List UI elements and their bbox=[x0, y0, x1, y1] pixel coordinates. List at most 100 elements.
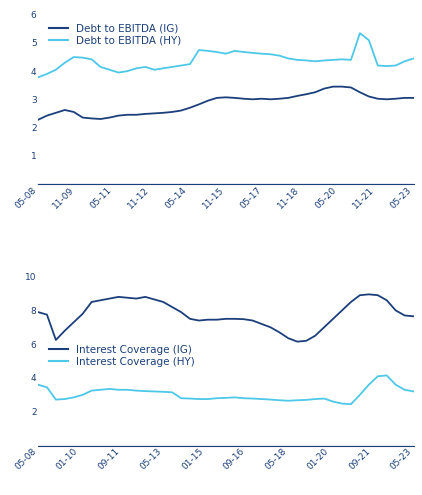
Interest Coverage (HY) bbox=[125, 387, 130, 393]
Legend: Debt to EBITDA (IG), Debt to EBITDA (HY): Debt to EBITDA (IG), Debt to EBITDA (HY) bbox=[47, 22, 184, 48]
Interest Coverage (IG) bbox=[35, 309, 41, 315]
Debt to EBITDA (IG) bbox=[268, 97, 273, 102]
Debt to EBITDA (IG) bbox=[366, 94, 371, 99]
Interest Coverage (IG) bbox=[295, 339, 300, 345]
Debt to EBITDA (IG) bbox=[116, 113, 121, 119]
Interest Coverage (IG) bbox=[214, 317, 219, 323]
Debt to EBITDA (IG) bbox=[134, 112, 139, 118]
Interest Coverage (HY) bbox=[402, 387, 407, 393]
Debt to EBITDA (IG) bbox=[89, 115, 94, 121]
Debt to EBITDA (IG) bbox=[151, 110, 157, 116]
Debt to EBITDA (HY) bbox=[107, 67, 112, 73]
Debt to EBITDA (HY) bbox=[241, 49, 246, 55]
Interest Coverage (HY) bbox=[71, 395, 76, 400]
Line: Interest Coverage (HY): Interest Coverage (HY) bbox=[38, 375, 414, 404]
Debt to EBITDA (HY) bbox=[125, 68, 130, 74]
Debt to EBITDA (IG) bbox=[107, 115, 112, 121]
Debt to EBITDA (HY) bbox=[304, 57, 309, 63]
Interest Coverage (IG) bbox=[375, 292, 380, 298]
Interest Coverage (HY) bbox=[134, 388, 139, 394]
Interest Coverage (HY) bbox=[223, 395, 228, 401]
Debt to EBITDA (IG) bbox=[277, 96, 282, 101]
Interest Coverage (HY) bbox=[214, 395, 219, 401]
Debt to EBITDA (HY) bbox=[116, 70, 121, 76]
Debt to EBITDA (HY) bbox=[375, 62, 380, 68]
Interest Coverage (IG) bbox=[402, 312, 407, 318]
Interest Coverage (HY) bbox=[268, 396, 273, 402]
Debt to EBITDA (IG) bbox=[98, 116, 103, 122]
Debt to EBITDA (IG) bbox=[170, 109, 175, 115]
Debt to EBITDA (IG) bbox=[402, 95, 407, 101]
Debt to EBITDA (HY) bbox=[402, 58, 407, 64]
Debt to EBITDA (IG) bbox=[206, 98, 211, 103]
Interest Coverage (HY) bbox=[349, 401, 354, 407]
Interest Coverage (HY) bbox=[62, 396, 68, 402]
Debt to EBITDA (HY) bbox=[134, 65, 139, 71]
Interest Coverage (HY) bbox=[339, 400, 344, 406]
Debt to EBITDA (HY) bbox=[196, 47, 201, 53]
Debt to EBITDA (IG) bbox=[330, 84, 335, 90]
Debt to EBITDA (IG) bbox=[322, 86, 327, 92]
Interest Coverage (HY) bbox=[179, 395, 184, 401]
Interest Coverage (HY) bbox=[89, 388, 94, 394]
Debt to EBITDA (HY) bbox=[393, 62, 398, 68]
Interest Coverage (IG) bbox=[196, 318, 201, 324]
Debt to EBITDA (IG) bbox=[187, 105, 192, 111]
Debt to EBITDA (IG) bbox=[71, 109, 76, 115]
Interest Coverage (IG) bbox=[206, 317, 211, 323]
Interest Coverage (IG) bbox=[366, 292, 371, 297]
Debt to EBITDA (IG) bbox=[179, 107, 184, 113]
Debt to EBITDA (IG) bbox=[384, 97, 389, 102]
Debt to EBITDA (HY) bbox=[286, 55, 291, 61]
Debt to EBITDA (IG) bbox=[286, 95, 291, 101]
Interest Coverage (IG) bbox=[179, 309, 184, 315]
Debt to EBITDA (IG) bbox=[375, 96, 380, 101]
Debt to EBITDA (HY) bbox=[143, 64, 148, 70]
Interest Coverage (HY) bbox=[277, 397, 282, 403]
Debt to EBITDA (IG) bbox=[339, 84, 344, 90]
Interest Coverage (IG) bbox=[339, 307, 344, 313]
Debt to EBITDA (HY) bbox=[151, 67, 157, 73]
Debt to EBITDA (HY) bbox=[322, 57, 327, 63]
Interest Coverage (IG) bbox=[89, 299, 94, 305]
Interest Coverage (HY) bbox=[116, 387, 121, 393]
Debt to EBITDA (IG) bbox=[161, 110, 166, 116]
Interest Coverage (HY) bbox=[151, 389, 157, 395]
Interest Coverage (IG) bbox=[277, 329, 282, 335]
Interest Coverage (HY) bbox=[286, 398, 291, 404]
Debt to EBITDA (IG) bbox=[259, 96, 264, 101]
Interest Coverage (IG) bbox=[286, 335, 291, 341]
Debt to EBITDA (IG) bbox=[80, 115, 85, 121]
Line: Debt to EBITDA (IG): Debt to EBITDA (IG) bbox=[38, 87, 414, 120]
Interest Coverage (HY) bbox=[330, 398, 335, 404]
Interest Coverage (IG) bbox=[393, 307, 398, 313]
Debt to EBITDA (IG) bbox=[232, 95, 237, 101]
Interest Coverage (HY) bbox=[187, 396, 192, 401]
Interest Coverage (IG) bbox=[62, 328, 68, 334]
Debt to EBITDA (HY) bbox=[35, 74, 41, 80]
Interest Coverage (HY) bbox=[357, 392, 362, 398]
Interest Coverage (HY) bbox=[80, 392, 85, 398]
Interest Coverage (IG) bbox=[313, 333, 318, 339]
Legend: Interest Coverage (IG), Interest Coverage (HY): Interest Coverage (IG), Interest Coverag… bbox=[47, 343, 197, 369]
Debt to EBITDA (HY) bbox=[71, 54, 76, 60]
Interest Coverage (HY) bbox=[161, 389, 166, 395]
Debt to EBITDA (HY) bbox=[206, 48, 211, 54]
Debt to EBITDA (IG) bbox=[250, 97, 255, 102]
Interest Coverage (HY) bbox=[98, 387, 103, 393]
Interest Coverage (IG) bbox=[349, 299, 354, 305]
Interest Coverage (IG) bbox=[44, 312, 49, 318]
Interest Coverage (HY) bbox=[107, 386, 112, 392]
Interest Coverage (IG) bbox=[143, 294, 148, 300]
Interest Coverage (IG) bbox=[232, 316, 237, 322]
Debt to EBITDA (IG) bbox=[223, 95, 228, 100]
Debt to EBITDA (IG) bbox=[313, 89, 318, 95]
Interest Coverage (IG) bbox=[411, 313, 416, 319]
Debt to EBITDA (HY) bbox=[366, 37, 371, 43]
Interest Coverage (HY) bbox=[375, 373, 380, 379]
Debt to EBITDA (HY) bbox=[259, 50, 264, 56]
Interest Coverage (HY) bbox=[295, 397, 300, 403]
Debt to EBITDA (HY) bbox=[268, 51, 273, 57]
Debt to EBITDA (HY) bbox=[339, 56, 344, 62]
Interest Coverage (HY) bbox=[232, 395, 237, 400]
